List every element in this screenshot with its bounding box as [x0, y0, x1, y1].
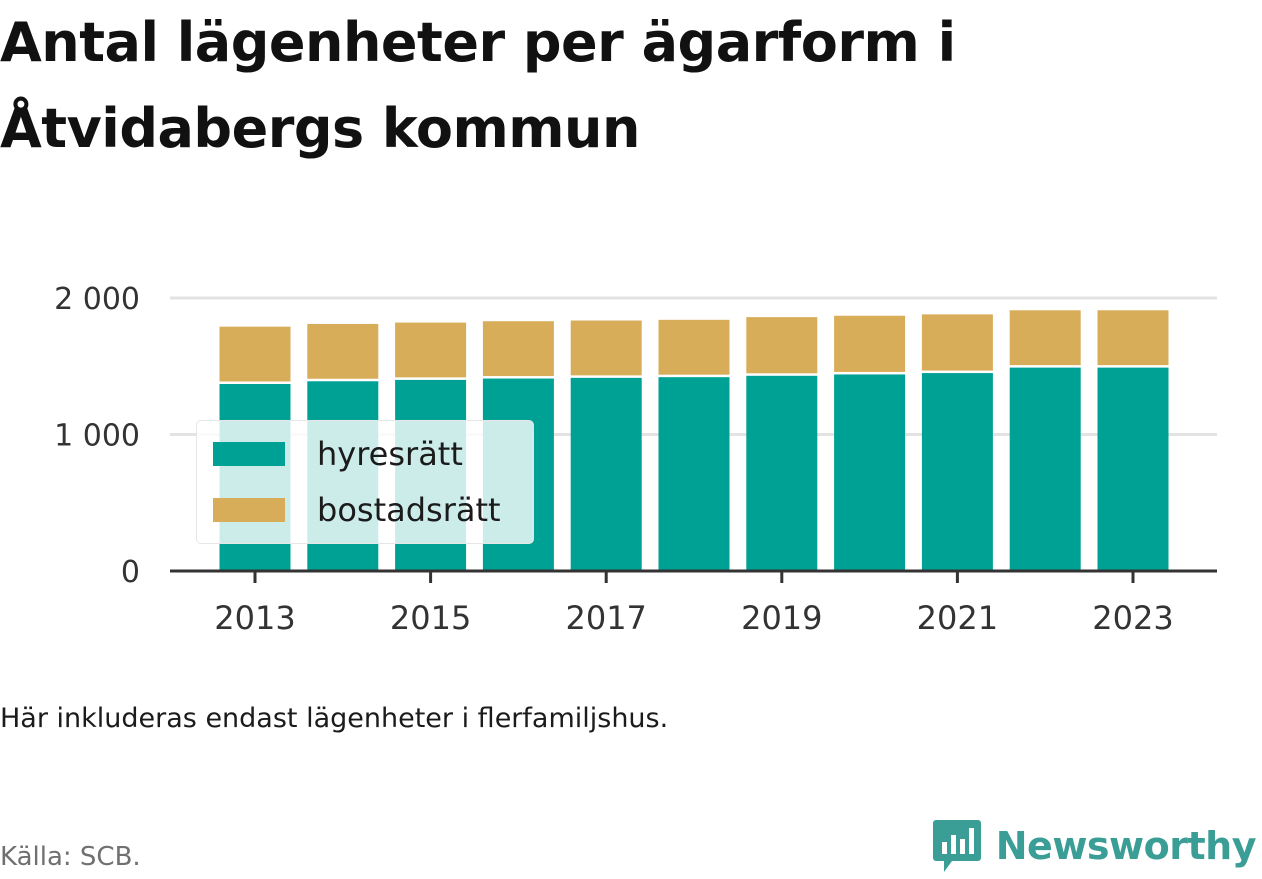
bar-bostadsratt: [658, 319, 730, 375]
bar-bostadsratt: [834, 315, 906, 372]
chart-title: Antal lägenheter per ägarform i Åtvidabe…: [0, 11, 956, 160]
bar-hyresratt: [570, 377, 642, 571]
x-tick-label: 2019: [741, 599, 822, 637]
legend-item-hyresratt: hyresrätt: [213, 435, 463, 473]
brand-logo: Newsworthy: [932, 818, 1257, 874]
bar-bostadsratt: [219, 326, 291, 382]
legend: hyresrätt bostadsrätt: [196, 420, 534, 544]
y-axis-labels: 0 1 000 2 000: [54, 282, 140, 590]
x-tick-label: 2013: [214, 599, 295, 637]
source-text: Källa: SCB.: [0, 842, 141, 872]
bar-hyresratt: [1009, 367, 1081, 571]
x-tick-label: 2017: [565, 599, 646, 637]
bar-bostadsratt: [395, 322, 467, 378]
bar-bostadsratt: [1097, 310, 1169, 366]
y-tick-label: 2 000: [54, 282, 140, 317]
bar-hyresratt: [921, 373, 993, 571]
bar-hyresratt: [658, 377, 730, 571]
legend-swatch-bostadsratt: [213, 498, 285, 522]
x-axis-ticks: 2013 2015 2017 2019 2021 2023: [214, 571, 1174, 637]
bar-chart-speech-bubble-icon: [932, 820, 981, 872]
bar-bostadsratt: [746, 317, 818, 374]
x-tick-label: 2023: [1092, 599, 1173, 637]
bar-hyresratt: [834, 374, 906, 571]
bar-bostadsratt: [307, 323, 379, 379]
legend-item-bostadsratt: bostadsrätt: [213, 491, 501, 529]
bar-hyresratt: [1097, 367, 1169, 571]
legend-swatch-hyresratt: [213, 442, 285, 466]
bar-bostadsratt: [482, 321, 554, 377]
chart-note: Här inkluderas endast lägenheter i flerf…: [0, 703, 669, 734]
bar-bostadsratt: [570, 320, 642, 376]
bar-bostadsratt: [1009, 310, 1081, 366]
bar-bostadsratt: [921, 314, 993, 371]
legend-label-bostadsratt: bostadsrätt: [317, 491, 501, 529]
bar-hyresratt: [746, 375, 818, 571]
chart-area: 0 1 000 2 000 2013 2015 2017 2019 2021 2023: [54, 282, 1217, 637]
bars: [219, 310, 1169, 571]
legend-label-hyresratt: hyresrätt: [317, 435, 463, 473]
y-tick-label: 0: [121, 555, 140, 590]
x-tick-label: 2015: [390, 599, 471, 637]
x-tick-label: 2021: [917, 599, 998, 637]
brand-name: Newsworthy: [995, 824, 1257, 868]
y-tick-label: 1 000: [54, 419, 140, 454]
